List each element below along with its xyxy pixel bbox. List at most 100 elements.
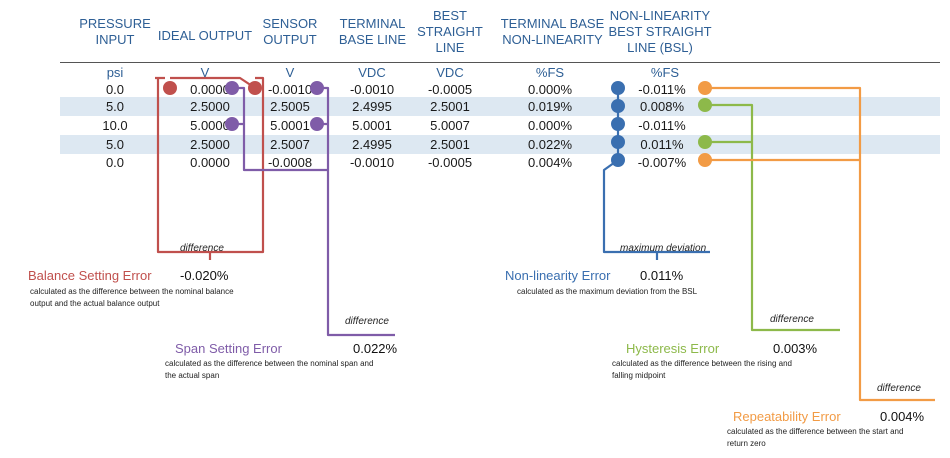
balance-bracket	[155, 76, 265, 260]
hyst-connector	[705, 103, 840, 332]
balance-title: Balance Setting Error	[28, 268, 152, 283]
header-divider	[60, 62, 940, 63]
cell-pressure: 0.0	[105, 155, 125, 170]
cell-tbnl: 0.022%	[527, 137, 573, 152]
cell-tbl: -0.0010	[349, 82, 395, 97]
cell-bsl: -0.0005	[427, 155, 473, 170]
cell-tbl: 2.4995	[352, 137, 392, 152]
header-line: NON-LINEARITY	[502, 32, 603, 47]
repeat-connector	[705, 86, 935, 402]
cell-ideal: 2.5000	[190, 137, 230, 152]
header-line: STRAIGHT	[417, 24, 483, 39]
cell-nlbsl: -0.011%	[638, 118, 686, 133]
span-desc: calculated as the difference between the…	[165, 358, 373, 382]
nonlin-tag: maximum deviation	[620, 243, 707, 254]
unit-pressure: psi	[106, 65, 124, 80]
balance-value: -0.020%	[180, 268, 229, 283]
cell-tbl: -0.0010	[349, 155, 395, 170]
repeat-marker	[698, 81, 712, 95]
header-ideal-output: IDEAL OUTPUT	[155, 28, 255, 44]
span-title: Span Setting Error	[175, 341, 282, 356]
hyst-desc: calculated as the difference between the…	[612, 358, 792, 382]
nonlin-desc: calculated as the maximum deviation from…	[517, 286, 697, 298]
cell-ideal: 0.0000	[190, 155, 230, 170]
span-marker	[225, 117, 239, 131]
desc-line: falling midpoint	[612, 371, 666, 380]
hyst-title: Hysteresis Error	[626, 341, 720, 356]
header-best-straight-line: BEST STRAIGHT LINE	[410, 8, 490, 56]
span-marker	[310, 81, 324, 95]
header-line: LINE	[435, 40, 465, 55]
nonlin-title: Non-linearity Error	[505, 268, 611, 283]
nonlin-marker	[611, 135, 625, 149]
unit-nlbsl: %FS	[650, 65, 680, 80]
header-line: INPUT	[95, 32, 135, 47]
balance-desc: calculated as the difference between the…	[30, 286, 234, 310]
cell-nlbsl: 0.008%	[639, 99, 685, 114]
span-value: 0.022%	[353, 341, 398, 356]
cell-nlbsl: 0.011%	[640, 137, 684, 152]
nonlin-marker	[611, 153, 625, 167]
cell-bsl: 5.0007	[430, 118, 470, 133]
cell-sensor: 2.5005	[270, 99, 310, 114]
cell-sensor: 2.5007	[270, 137, 310, 152]
cell-pressure: 0.0	[105, 82, 125, 97]
header-line: BASE LINE	[338, 32, 407, 47]
nonlin-marker	[611, 99, 625, 113]
hyst-value: 0.003%	[773, 341, 818, 356]
row-band	[60, 135, 940, 154]
hyst-marker	[698, 135, 712, 149]
cell-tbnl: 0.000%	[527, 82, 573, 97]
header-line: BEST STRAIGHT	[608, 24, 712, 39]
repeat-title: Repeatability Error	[733, 409, 841, 424]
cell-tbnl: 0.000%	[527, 118, 573, 133]
cell-tbnl: 0.019%	[527, 99, 573, 114]
nonlin-marker	[611, 117, 625, 131]
desc-line: output and the actual balance output	[30, 299, 160, 308]
row-band	[60, 97, 940, 116]
nonlin-connector	[602, 88, 710, 260]
repeat-tag: difference	[877, 383, 921, 394]
span-marker	[225, 81, 239, 95]
header-line: SENSOR	[262, 16, 318, 31]
balance-tag: difference	[180, 243, 224, 254]
desc-line: calculated as the difference between the…	[30, 287, 234, 296]
header-nonlinearity-bsl: NON-LINEARITY BEST STRAIGHT LINE (BSL)	[600, 8, 720, 56]
unit-tbl: VDC	[358, 65, 386, 80]
header-line: TERMINAL	[339, 16, 406, 31]
header-pressure-input: PRESSURE INPUT	[75, 16, 155, 48]
cell-ideal: 2.5000	[190, 99, 230, 114]
desc-line: calculated as the difference between the…	[165, 359, 374, 368]
balance-marker	[248, 81, 262, 95]
cell-bsl: 2.5001	[430, 137, 470, 152]
header-sensor-output: SENSOR OUTPUT	[250, 16, 330, 48]
desc-line: the actual span	[165, 371, 220, 380]
unit-ideal: V	[200, 65, 210, 80]
cell-bsl: 2.5001	[430, 99, 470, 114]
cell-pressure: 5.0	[105, 99, 125, 114]
header-line: BEST	[433, 8, 467, 23]
header-line: NON-LINEARITY	[609, 8, 711, 23]
desc-line: return zero	[727, 439, 766, 448]
cell-pressure: 10.0	[102, 118, 128, 133]
cell-ideal: 5.0000	[190, 118, 230, 133]
header-line: IDEAL OUTPUT	[157, 28, 253, 43]
cell-bsl: -0.0005	[427, 82, 473, 97]
header-line: TERMINAL BASE	[500, 16, 605, 31]
nonlin-value: 0.011%	[640, 268, 684, 283]
span-tag: difference	[345, 316, 389, 327]
nonlin-marker	[611, 81, 625, 95]
cell-nlbsl: -0.011%	[638, 82, 686, 97]
unit-bsl: VDC	[436, 65, 464, 80]
cell-nlbsl: -0.007%	[637, 155, 687, 170]
repeat-marker	[698, 153, 712, 167]
span-marker	[310, 117, 324, 131]
desc-line: calculated as the difference between the…	[612, 359, 792, 368]
header-line: OUTPUT	[263, 32, 317, 47]
unit-tbnl: %FS	[535, 65, 565, 80]
cell-tbnl: 0.004%	[527, 155, 573, 170]
desc-line: calculated as the difference between the…	[727, 427, 904, 436]
cell-sensor: -0.0008	[267, 155, 313, 170]
unit-sensor: V	[285, 65, 295, 80]
